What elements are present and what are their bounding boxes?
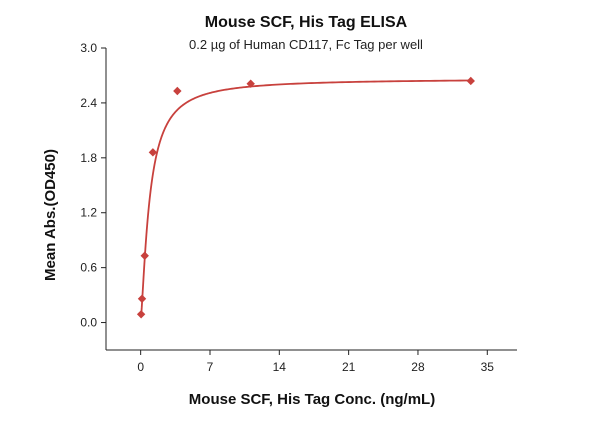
data-points xyxy=(136,76,475,319)
y-ticks: 0.0 0.6 1.2 1.8 2.4 3.0 xyxy=(80,41,106,330)
x-tick-label: 35 xyxy=(481,360,495,374)
data-point xyxy=(246,79,255,88)
x-ticks: 0 7 14 21 28 35 xyxy=(137,350,494,374)
y-tick-label: 3.0 xyxy=(80,41,97,55)
data-point xyxy=(148,148,158,157)
data-point xyxy=(466,76,475,86)
chart-title: Mouse SCF, His Tag ELISA xyxy=(205,14,408,31)
y-tick-label: 1.2 xyxy=(80,206,97,220)
axes xyxy=(105,48,517,351)
data-point xyxy=(140,251,149,260)
y-tick-label: 2.4 xyxy=(80,96,97,110)
x-tick-label: 0 xyxy=(137,360,144,374)
x-tick-label: 28 xyxy=(411,360,425,374)
x-tick-label: 21 xyxy=(342,360,356,374)
y-tick-label: 0.6 xyxy=(80,261,97,275)
y-tick-label: 1.8 xyxy=(80,151,97,165)
fit-curve xyxy=(140,79,471,317)
x-tick-label: 14 xyxy=(273,360,287,374)
data-point xyxy=(136,310,146,319)
x-axis-label: Mouse SCF, His Tag Conc. (ng/mL) xyxy=(189,391,435,408)
y-tick-label: 0.0 xyxy=(80,316,97,330)
x-tick-label: 7 xyxy=(207,360,214,374)
data-point xyxy=(137,294,147,303)
data-point xyxy=(173,86,182,96)
y-axis-label: Mean Abs.(OD450) xyxy=(42,149,59,281)
chart-subtitle: 0.2 µg of Human CD117, Fc Tag per well xyxy=(189,37,423,52)
